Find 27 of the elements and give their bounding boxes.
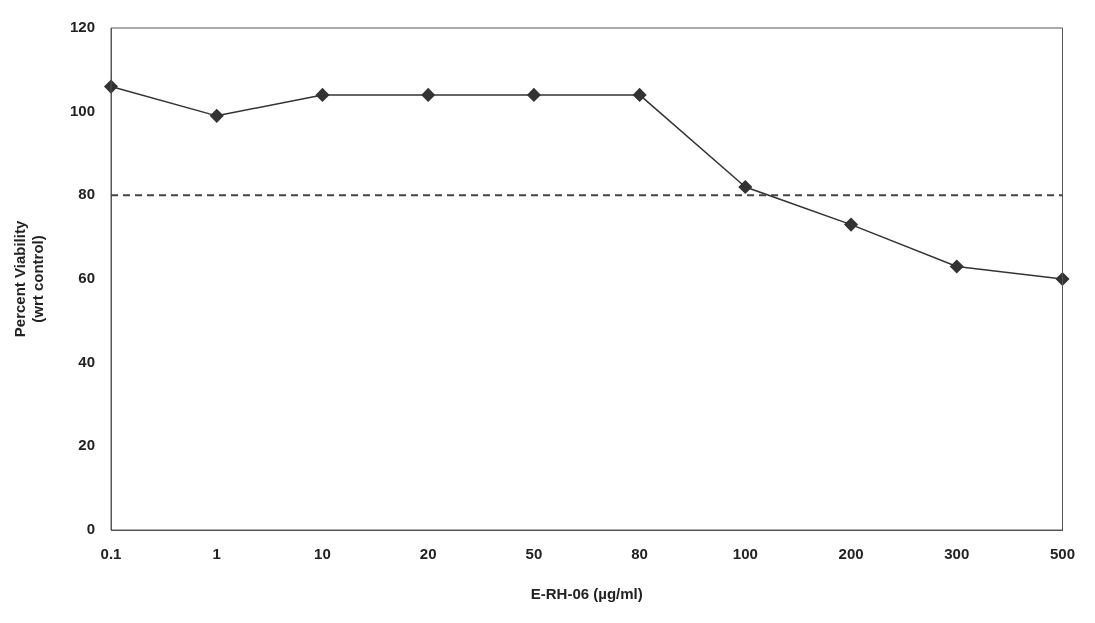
x-tick-label: 0.1 <box>100 545 122 563</box>
x-tick-label: 200 <box>838 545 864 563</box>
point <box>527 88 541 102</box>
point <box>421 88 435 102</box>
point <box>210 109 224 123</box>
x-tick-label: 100 <box>732 545 758 563</box>
y-tick-label: 40 <box>78 352 96 370</box>
point <box>844 217 858 232</box>
point <box>738 180 753 194</box>
x-axis-title: E-RH-06 (µg/ml) <box>530 585 643 603</box>
y-tick-label: 100 <box>70 101 96 119</box>
x-tick-label: 500 <box>1049 545 1075 563</box>
x-tick-label: 80 <box>631 545 648 563</box>
y-tick-label: 20 <box>78 436 96 454</box>
point <box>950 259 964 274</box>
y-tick-label: 60 <box>78 269 96 287</box>
point <box>632 88 647 102</box>
y-tick-label: 0 <box>86 520 96 538</box>
y-axis-title: Percent Viability (wrt control) <box>11 220 47 338</box>
y-tick-label: 120 <box>70 18 96 36</box>
x-tick-label: 300 <box>944 545 970 563</box>
x-tick-label: 1 <box>212 545 221 563</box>
x-tick-label: 20 <box>419 545 437 563</box>
point <box>315 88 330 102</box>
x-tick-label: 50 <box>525 545 543 563</box>
y-tick-label: 80 <box>78 185 96 203</box>
x-tick-label: 10 <box>314 545 331 563</box>
